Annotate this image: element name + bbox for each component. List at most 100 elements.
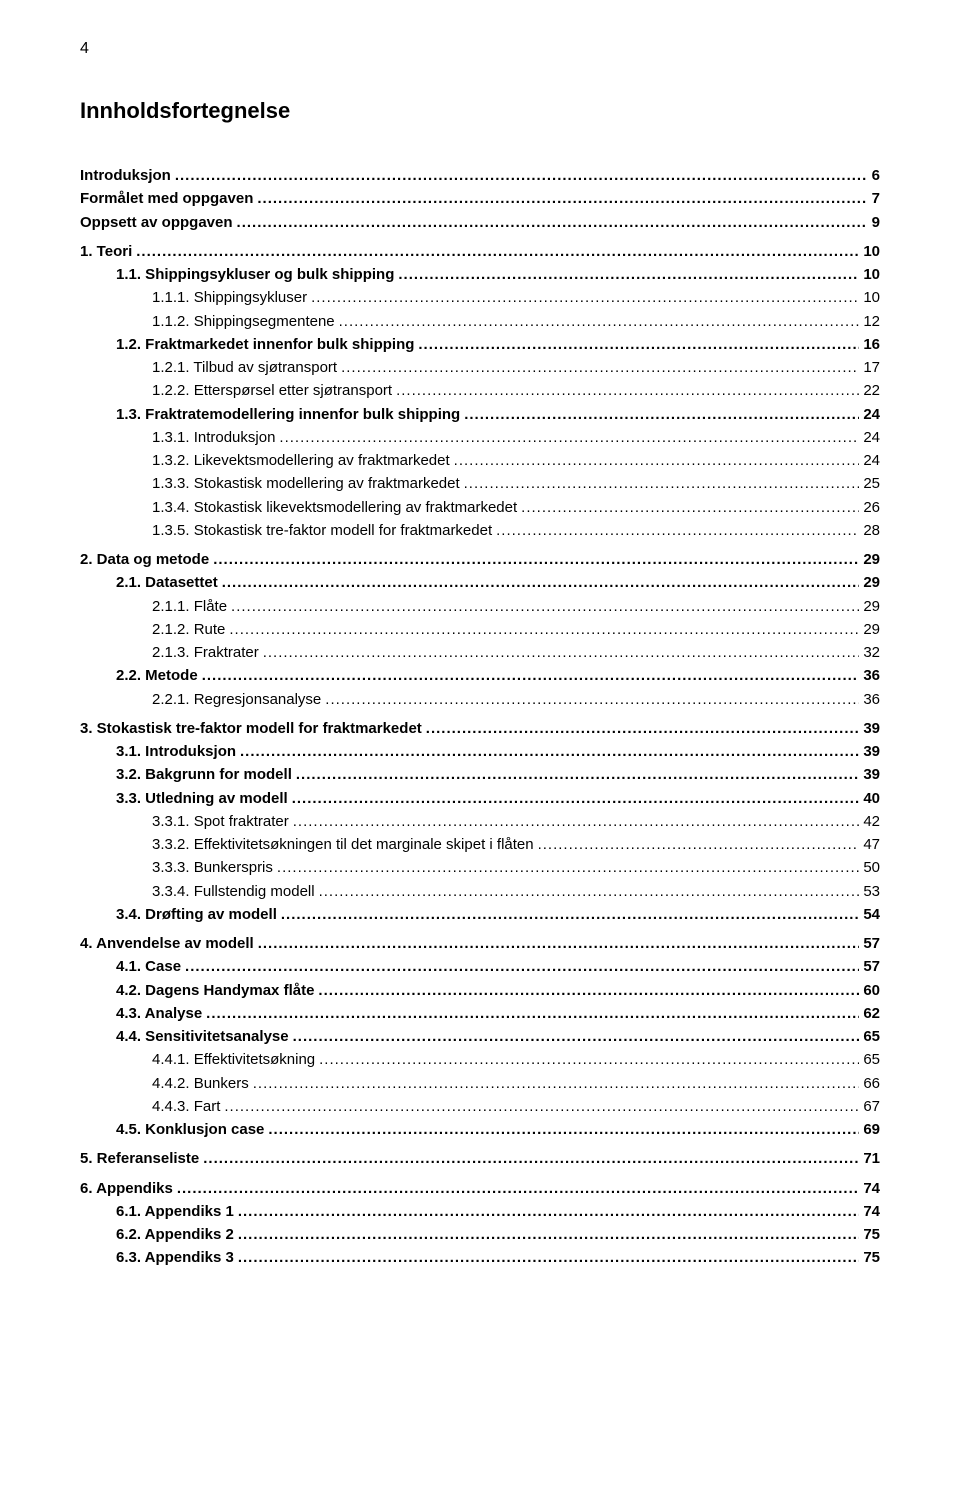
toc-leader (222, 571, 860, 594)
toc-leader (319, 880, 860, 903)
toc-entry-label: 2.1.2. Rute (152, 618, 225, 641)
toc-entry-page: 10 (863, 240, 880, 263)
toc-entry-page: 36 (863, 664, 880, 687)
toc-entry-label: 5. Referanseliste (80, 1147, 199, 1170)
toc-entry-label: 1.2. Fraktmarkedet innenfor bulk shippin… (116, 333, 414, 356)
toc-entry: 4.1. Case57 (116, 955, 880, 978)
toc-entry-page: 12 (863, 310, 880, 333)
toc-entry-page: 65 (863, 1048, 880, 1071)
toc-entry: 2.2.1. Regresjonsanalyse36 (152, 688, 880, 711)
toc-entry: 2.1.2. Rute29 (152, 618, 880, 641)
toc-leader (277, 856, 859, 879)
toc-leader (319, 1048, 859, 1071)
toc-leader (253, 1072, 860, 1095)
toc-leader (185, 955, 859, 978)
toc-entry: 3.2. Bakgrunn for modell39 (116, 763, 880, 786)
toc-entry: 1.3.3. Stokastisk modellering av fraktma… (152, 472, 880, 495)
toc-entry: 4.4.1. Effektivitetsøkning65 (152, 1048, 880, 1071)
toc-entry-label: 2.1.3. Fraktrater (152, 641, 259, 664)
toc-leader (339, 310, 860, 333)
toc-entry-page: 24 (863, 403, 880, 426)
toc-leader (240, 740, 859, 763)
toc-leader (238, 1246, 859, 1269)
toc-entry-page: 53 (863, 880, 880, 903)
toc-entry: Introduksjon6 (80, 164, 880, 187)
toc-entry-label: 1.1.2. Shippingsegmentene (152, 310, 335, 333)
toc-leader (396, 379, 859, 402)
toc-leader (206, 1002, 859, 1025)
toc-entry: 2.1.1. Flåte 29 (152, 595, 880, 618)
toc-leader (398, 263, 859, 286)
page-number: 4 (80, 40, 880, 58)
toc-entry: 2. Data og metode29 (80, 548, 880, 571)
toc-entry-page: 62 (863, 1002, 880, 1025)
toc-entry-page: 74 (863, 1177, 880, 1200)
toc-leader (426, 717, 860, 740)
toc-leader (281, 903, 859, 926)
toc-entry-label: 6.3. Appendiks 3 (116, 1246, 234, 1269)
toc-entry: 3.1. Introduksjon39 (116, 740, 880, 763)
toc-entry-label: 1.2.1. Tilbud av sjøtransport (152, 356, 337, 379)
toc-entry-page: 29 (863, 548, 880, 571)
toc-entry-page: 25 (863, 472, 880, 495)
toc-entry: 6.1. Appendiks 174 (116, 1200, 880, 1223)
toc-entry-page: 6 (872, 164, 880, 187)
toc-entry: 6.3. Appendiks 3 75 (116, 1246, 880, 1269)
document-title: Innholdsfortegnelse (80, 98, 880, 124)
toc-entry-label: 2.1. Datasettet (116, 571, 218, 594)
toc-leader (263, 641, 860, 664)
toc-leader (238, 1223, 859, 1246)
toc-entry: 4.5. Konklusjon case69 (116, 1118, 880, 1141)
toc-leader (231, 595, 859, 618)
toc-entry: 2.2. Metode36 (116, 664, 880, 687)
toc-entry-page: 50 (863, 856, 880, 879)
toc-entry-page: 32 (863, 641, 880, 664)
toc-entry: 1.3.4. Stokastisk likevektsmodellering a… (152, 496, 880, 519)
toc-entry-label: 1.2.2. Etterspørsel etter sjøtransport (152, 379, 392, 402)
toc-entry-label: 2.1.1. Flåte (152, 595, 227, 618)
toc-entry-page: 54 (863, 903, 880, 926)
toc-entry: 1.1.1. Shippingsykluser10 (152, 286, 880, 309)
toc-entry-page: 22 (863, 379, 880, 402)
toc-entry: 4.4. Sensitivitetsanalyse65 (116, 1025, 880, 1048)
toc-entry-page: 69 (863, 1118, 880, 1141)
toc-leader (136, 240, 859, 263)
toc-entry-page: 24 (863, 426, 880, 449)
toc-leader (175, 164, 868, 187)
toc-leader (268, 1118, 859, 1141)
toc-leader (296, 763, 859, 786)
toc-entry-page: 75 (863, 1246, 880, 1269)
toc-entry: 1.2.2. Etterspørsel etter sjøtransport 22 (152, 379, 880, 402)
toc-leader (292, 787, 860, 810)
toc-leader (238, 1200, 859, 1223)
toc-entry-label: 3.4. Drøfting av modell (116, 903, 277, 926)
toc-entry: 2.1. Datasettet29 (116, 571, 880, 594)
toc-leader (202, 664, 860, 687)
toc-entry-page: 57 (863, 932, 880, 955)
toc-leader (464, 472, 860, 495)
toc-leader (311, 286, 859, 309)
toc-entry-label: Formålet med oppgaven (80, 187, 253, 210)
toc-entry-page: 66 (863, 1072, 880, 1095)
toc-entry: 3.3.4. Fullstendig modell 53 (152, 880, 880, 903)
toc-entry: 1.3.5. Stokastisk tre-faktor modell for … (152, 519, 880, 542)
toc-entry-page: 29 (863, 595, 880, 618)
toc-leader (213, 548, 859, 571)
toc-leader (418, 333, 859, 356)
toc-entry-label: 1.1. Shippingsykluser og bulk shipping (116, 263, 394, 286)
toc-entry-page: 39 (863, 717, 880, 740)
toc-entry: 1.2.1. Tilbud av sjøtransport17 (152, 356, 880, 379)
toc-entry-label: 4.4.3. Fart (152, 1095, 220, 1118)
toc-entry-label: 4.4. Sensitivitetsanalyse (116, 1025, 289, 1048)
toc-entry-page: 26 (863, 496, 880, 519)
toc-leader (521, 496, 859, 519)
toc-entry: 4.4.3. Fart67 (152, 1095, 880, 1118)
toc-entry-label: 3.3.1. Spot fraktrater (152, 810, 289, 833)
toc-entry: Oppsett av oppgaven9 (80, 211, 880, 234)
toc-entry-page: 42 (863, 810, 880, 833)
toc-entry: 4.3. Analyse62 (116, 1002, 880, 1025)
toc-entry-label: 3.3.4. Fullstendig modell (152, 880, 315, 903)
toc-leader (454, 449, 860, 472)
toc-leader (257, 187, 867, 210)
toc-leader (464, 403, 859, 426)
